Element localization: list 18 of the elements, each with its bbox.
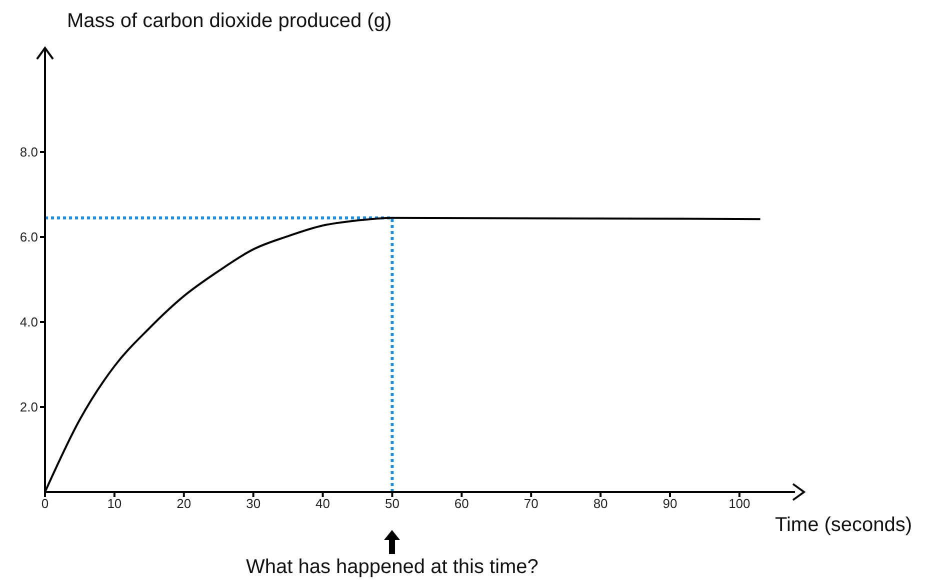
x-axis-title: Time (seconds) xyxy=(775,514,912,537)
y-tick-label: 2.0 xyxy=(20,400,38,415)
x-tick-label: 70 xyxy=(524,496,538,512)
y-tick-label: 6.0 xyxy=(20,230,38,245)
x-tick-label: 90 xyxy=(662,496,678,512)
y-tick-label: 8.0 xyxy=(20,144,38,160)
x-tick-label: 30 xyxy=(246,496,261,512)
text: What has happened at this time? xyxy=(245,556,540,579)
x-tick-label: 10 xyxy=(107,496,122,512)
y-axis-title: Mass of carbon dioxide produced (g) xyxy=(67,10,392,33)
x-tick-label: 40 xyxy=(316,496,330,512)
x-tick-label: 100 xyxy=(728,496,750,512)
x-tick-label: 0 xyxy=(41,496,49,512)
x-tick-label: 20 xyxy=(176,496,192,512)
y-tick-label: 4.0 xyxy=(20,314,38,330)
x-tick-label: 80 xyxy=(593,496,608,512)
x-tick-label: 50 xyxy=(384,496,400,512)
x-tick-label: 60 xyxy=(454,496,469,512)
